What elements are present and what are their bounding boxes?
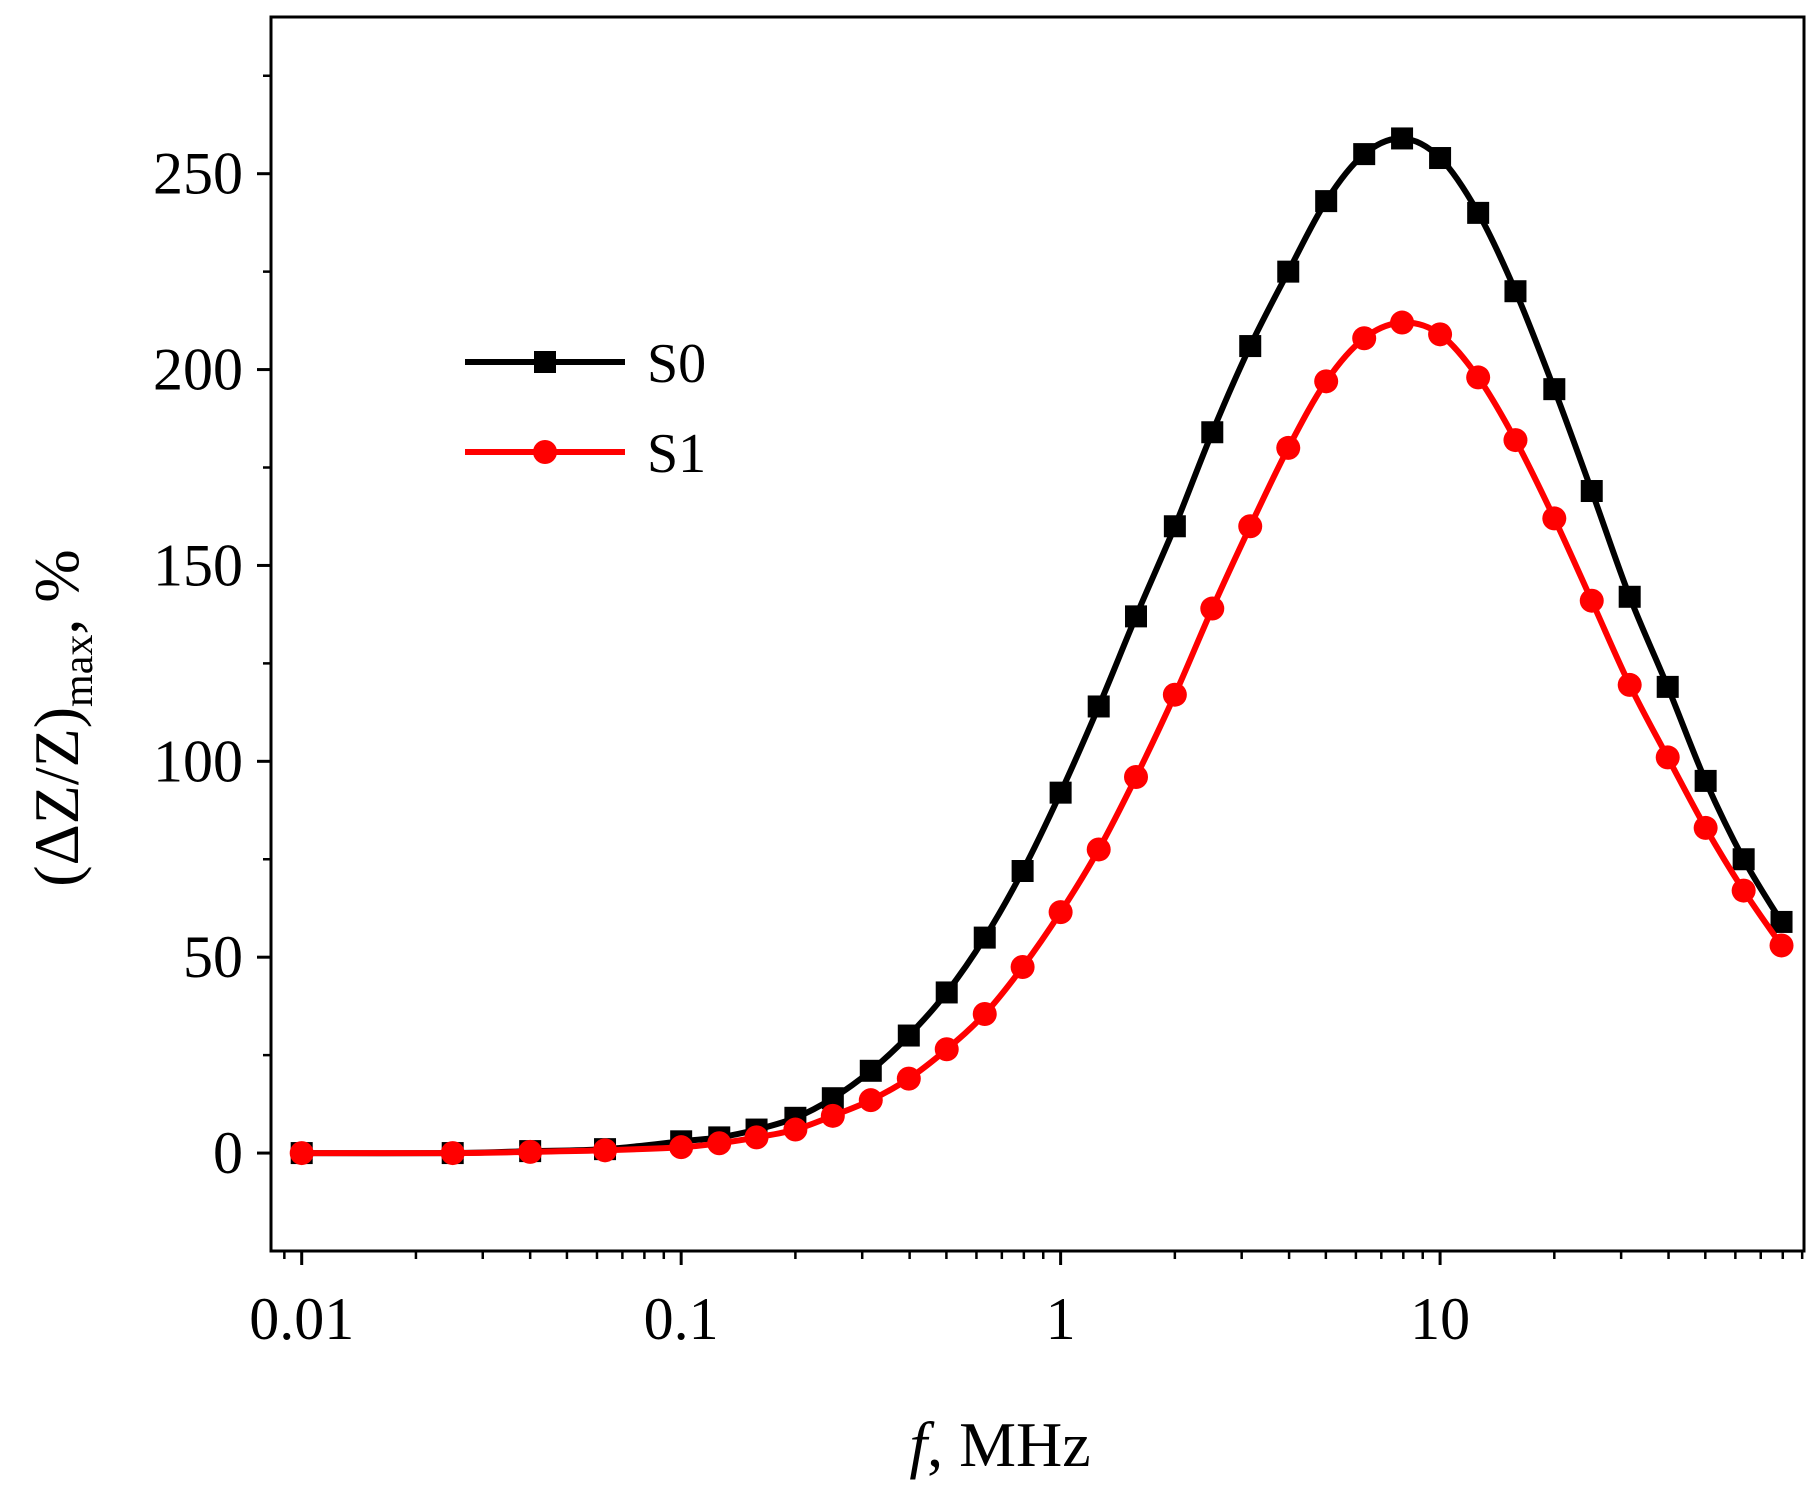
data-point-s1 bbox=[1276, 435, 1301, 460]
data-point-s1 bbox=[1390, 310, 1415, 335]
y-tick-label: 0 bbox=[213, 1120, 243, 1186]
data-point-s0 bbox=[1201, 421, 1224, 444]
data-point-s0 bbox=[1504, 280, 1527, 303]
data-point-s1 bbox=[858, 1088, 883, 1113]
x-tick-label: 1 bbox=[1046, 1286, 1076, 1352]
data-point-s1 bbox=[289, 1141, 314, 1166]
legend-item-s1: S1 bbox=[465, 423, 706, 485]
y-tick-label: 100 bbox=[153, 728, 243, 794]
x-tick-label: 10 bbox=[1410, 1286, 1470, 1352]
data-point-s0 bbox=[1543, 378, 1566, 401]
y-tick-label: 250 bbox=[153, 141, 243, 207]
x-tick-label: 0.01 bbox=[249, 1286, 354, 1352]
y-axis-title-unit: , % bbox=[21, 549, 92, 634]
data-point-s0 bbox=[1732, 848, 1755, 871]
legend-item-s0: S0 bbox=[465, 333, 706, 395]
y-tick-label: 50 bbox=[183, 924, 243, 990]
y-axis-title-main: (ΔZ/Z) bbox=[21, 707, 92, 887]
data-point-s1 bbox=[1503, 428, 1528, 453]
data-point-s0 bbox=[1694, 769, 1717, 792]
legend-marker bbox=[534, 351, 556, 373]
data-point-s0 bbox=[1315, 190, 1338, 213]
data-point-s0 bbox=[859, 1059, 882, 1082]
legend-label: S1 bbox=[647, 423, 706, 485]
data-point-s1 bbox=[593, 1138, 618, 1163]
data-point-s1 bbox=[1010, 954, 1035, 979]
data-point-s0 bbox=[821, 1087, 844, 1110]
data-point-s0 bbox=[1580, 480, 1603, 503]
data-point-s1 bbox=[1655, 745, 1680, 770]
data-point-s1 bbox=[1314, 369, 1339, 394]
data-point-s1 bbox=[1200, 596, 1225, 621]
axes-layer: 0 50 100 150 200 250 0.01 0.1 1 10 bbox=[153, 15, 1806, 1352]
data-point-s1 bbox=[1769, 933, 1794, 958]
data-point-s0 bbox=[1011, 860, 1034, 883]
series-s0 bbox=[290, 127, 1793, 1165]
data-point-s0 bbox=[1391, 127, 1414, 150]
series-s1 bbox=[289, 310, 1794, 1166]
data-point-s0 bbox=[1429, 147, 1452, 170]
y-axis-title: (ΔZ/Z)max, % bbox=[21, 549, 102, 886]
data-point-s0 bbox=[1353, 143, 1376, 166]
data-point-s0 bbox=[1618, 585, 1641, 608]
data-point-s1 bbox=[1048, 900, 1073, 925]
data-point-s1 bbox=[820, 1103, 845, 1128]
x-axis-title-unit: , MHz bbox=[927, 1409, 1091, 1480]
data-point-s1 bbox=[1352, 326, 1377, 351]
x-tick-label: 0.1 bbox=[644, 1286, 719, 1352]
data-point-s1 bbox=[440, 1141, 465, 1166]
data-point-s0 bbox=[1770, 910, 1793, 933]
data-point-s1 bbox=[1617, 672, 1642, 697]
data-point-s0 bbox=[1467, 201, 1490, 224]
data-point-s1 bbox=[518, 1139, 543, 1164]
series-line-s0 bbox=[301, 135, 1785, 1157]
data-point-s1 bbox=[1466, 365, 1491, 390]
data-point-s1 bbox=[783, 1117, 808, 1142]
data-point-s1 bbox=[1162, 682, 1187, 707]
data-point-s1 bbox=[707, 1131, 732, 1156]
data-point-s1 bbox=[934, 1037, 959, 1062]
series-line-s1 bbox=[301, 319, 1784, 1157]
data-point-s1 bbox=[1579, 588, 1604, 613]
y-tick-label: 200 bbox=[153, 337, 243, 403]
x-axis-title: f, MHz bbox=[909, 1409, 1090, 1480]
data-point-s0 bbox=[973, 926, 996, 949]
data-point-s0 bbox=[1087, 695, 1110, 718]
data-point-s1 bbox=[1693, 815, 1718, 840]
data-point-s1 bbox=[1731, 878, 1756, 903]
y-tick-label: 150 bbox=[153, 532, 243, 598]
y-axis-title-subscript: max bbox=[56, 635, 102, 707]
data-point-s1 bbox=[669, 1135, 694, 1160]
data-point-s1 bbox=[1086, 837, 1111, 862]
legend-marker bbox=[533, 440, 557, 464]
data-point-s0 bbox=[1277, 260, 1300, 283]
plot-frame bbox=[269, 15, 1806, 1253]
data-point-s1 bbox=[972, 1001, 997, 1026]
data-point-s0 bbox=[1656, 675, 1679, 698]
data-point-s0 bbox=[897, 1024, 920, 1047]
data-point-s1 bbox=[1542, 506, 1567, 531]
data-point-s1 bbox=[896, 1066, 921, 1091]
data-point-s0 bbox=[1049, 781, 1072, 804]
series-layer bbox=[289, 127, 1794, 1166]
data-point-s0 bbox=[1163, 515, 1186, 538]
data-point-s1 bbox=[1124, 764, 1149, 789]
data-point-s0 bbox=[1239, 335, 1262, 358]
data-point-s0 bbox=[1125, 605, 1148, 628]
data-point-s1 bbox=[1428, 322, 1453, 347]
data-point-s0 bbox=[935, 981, 958, 1004]
legend-label: S0 bbox=[647, 333, 706, 395]
data-point-s1 bbox=[1238, 514, 1263, 539]
data-point-s1 bbox=[744, 1125, 769, 1150]
